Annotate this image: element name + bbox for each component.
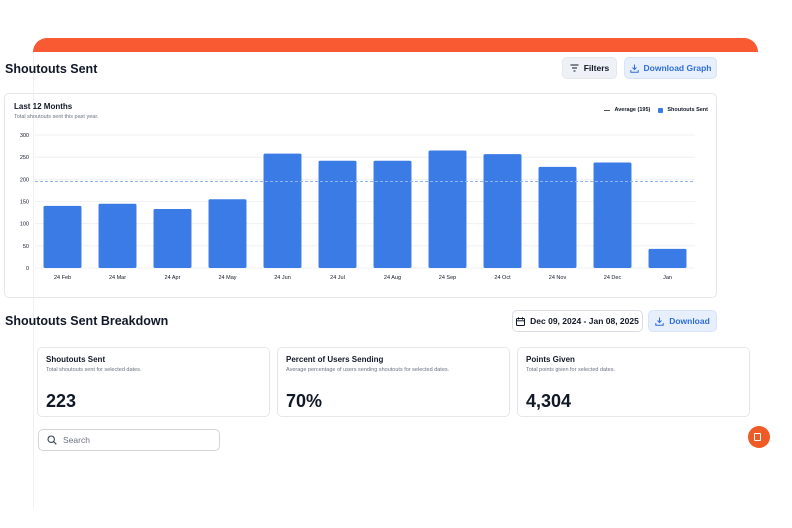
stat-description: Total shoutouts sent for selected dates. bbox=[46, 367, 142, 373]
y-tick-label: 0 bbox=[26, 266, 29, 272]
search-icon bbox=[47, 435, 57, 445]
x-tick-label: 24 Jun bbox=[274, 275, 291, 281]
download-label: Download bbox=[669, 316, 710, 326]
frame-edge bbox=[33, 52, 34, 508]
legend-average-label: Average (195) bbox=[614, 107, 651, 113]
date-range-label: Dec 09, 2024 - Jan 08, 2025 bbox=[530, 316, 639, 326]
legend-item-series: Shoutouts Sent bbox=[658, 107, 708, 113]
download-button[interactable]: Download bbox=[648, 310, 717, 332]
download-graph-button[interactable]: Download Graph bbox=[624, 57, 717, 79]
chart-legend: Average (195) Shoutouts Sent bbox=[604, 107, 708, 113]
chart-bar bbox=[153, 209, 192, 268]
date-range-button[interactable]: Dec 09, 2024 - Jan 08, 2025 bbox=[512, 310, 643, 332]
y-tick-label: 100 bbox=[20, 222, 29, 228]
search-input[interactable]: Search bbox=[38, 429, 220, 451]
y-tick-label: 150 bbox=[20, 200, 29, 206]
stat-value: 223 bbox=[46, 391, 77, 411]
x-tick-label: Jan bbox=[663, 275, 672, 281]
filter-icon bbox=[570, 64, 579, 72]
chart-bar bbox=[318, 160, 357, 268]
y-tick-label: 300 bbox=[20, 133, 29, 139]
chart-bar bbox=[538, 166, 577, 268]
legend-dash-swatch bbox=[604, 109, 611, 111]
x-tick-label: 24 Nov bbox=[549, 275, 567, 281]
calendar-icon bbox=[516, 316, 526, 326]
x-tick-label: 24 Jul bbox=[330, 275, 345, 281]
search-placeholder: Search bbox=[63, 435, 90, 445]
x-tick-label: 24 May bbox=[218, 275, 236, 281]
filters-label: Filters bbox=[583, 63, 610, 73]
chart-card: Last 12 Months Total shoutouts sent this… bbox=[4, 93, 717, 298]
x-tick-label: 24 Dec bbox=[604, 275, 622, 281]
stat-value: 4,304 bbox=[526, 391, 572, 411]
legend-series-label: Shoutouts Sent bbox=[667, 107, 708, 113]
stat-description: Average percentage of users sending shou… bbox=[286, 367, 450, 373]
download-icon bbox=[629, 64, 639, 73]
stat-card-shoutouts: Shoutouts Sent Total shoutouts sent for … bbox=[37, 347, 270, 417]
x-tick-label: 24 Feb bbox=[54, 275, 71, 281]
stat-label: Points Given bbox=[526, 355, 575, 364]
chat-icon bbox=[754, 433, 761, 441]
stat-value: 70% bbox=[286, 391, 323, 411]
stat-card-points: Points Given Total points given for sele… bbox=[517, 347, 750, 417]
x-tick-label: 24 Aug bbox=[384, 275, 401, 281]
x-tick-label: 24 Oct bbox=[494, 275, 511, 281]
page-title: Shoutouts Sent bbox=[5, 62, 98, 76]
download-graph-label: Download Graph bbox=[643, 63, 712, 73]
chart-bar bbox=[648, 248, 687, 268]
stat-label: Percent of Users Sending bbox=[286, 355, 384, 364]
chart-bar bbox=[43, 205, 82, 268]
chart-bar bbox=[373, 160, 412, 268]
chart-bar bbox=[208, 199, 247, 268]
x-tick-label: 24 Mar bbox=[109, 275, 126, 281]
breakdown-title: Shoutouts Sent Breakdown bbox=[5, 314, 169, 328]
download-icon bbox=[655, 317, 664, 326]
y-tick-label: 250 bbox=[20, 155, 29, 161]
chart-subtitle: Total shoutouts sent this past year. bbox=[14, 114, 99, 120]
chart-title: Last 12 Months bbox=[14, 102, 73, 111]
chart-bar bbox=[263, 153, 302, 268]
brand-top-bar bbox=[33, 38, 758, 52]
chart-bar bbox=[593, 162, 632, 268]
stat-card-percent-users: Percent of Users Sending Average percent… bbox=[277, 347, 510, 417]
chart-bar bbox=[483, 154, 522, 268]
x-tick-label: 24 Sep bbox=[439, 275, 456, 281]
x-tick-label: 24 Apr bbox=[165, 275, 181, 281]
stat-description: Total points given for selected dates. bbox=[526, 367, 615, 373]
chart-bar bbox=[428, 150, 467, 268]
legend-square-swatch bbox=[658, 107, 664, 113]
stat-label: Shoutouts Sent bbox=[46, 355, 106, 364]
filters-button[interactable]: Filters bbox=[562, 57, 617, 79]
y-tick-label: 200 bbox=[20, 177, 29, 183]
bar-chart: 0 50 100 150 200 250 300 24 Feb 24 Mar 24 Apr 24 M… bbox=[20, 133, 695, 281]
legend-item-average: Average (195) bbox=[604, 107, 650, 113]
chart-bar bbox=[98, 203, 137, 268]
y-tick-label: 50 bbox=[23, 244, 29, 250]
chat-launcher-button[interactable] bbox=[748, 426, 770, 448]
